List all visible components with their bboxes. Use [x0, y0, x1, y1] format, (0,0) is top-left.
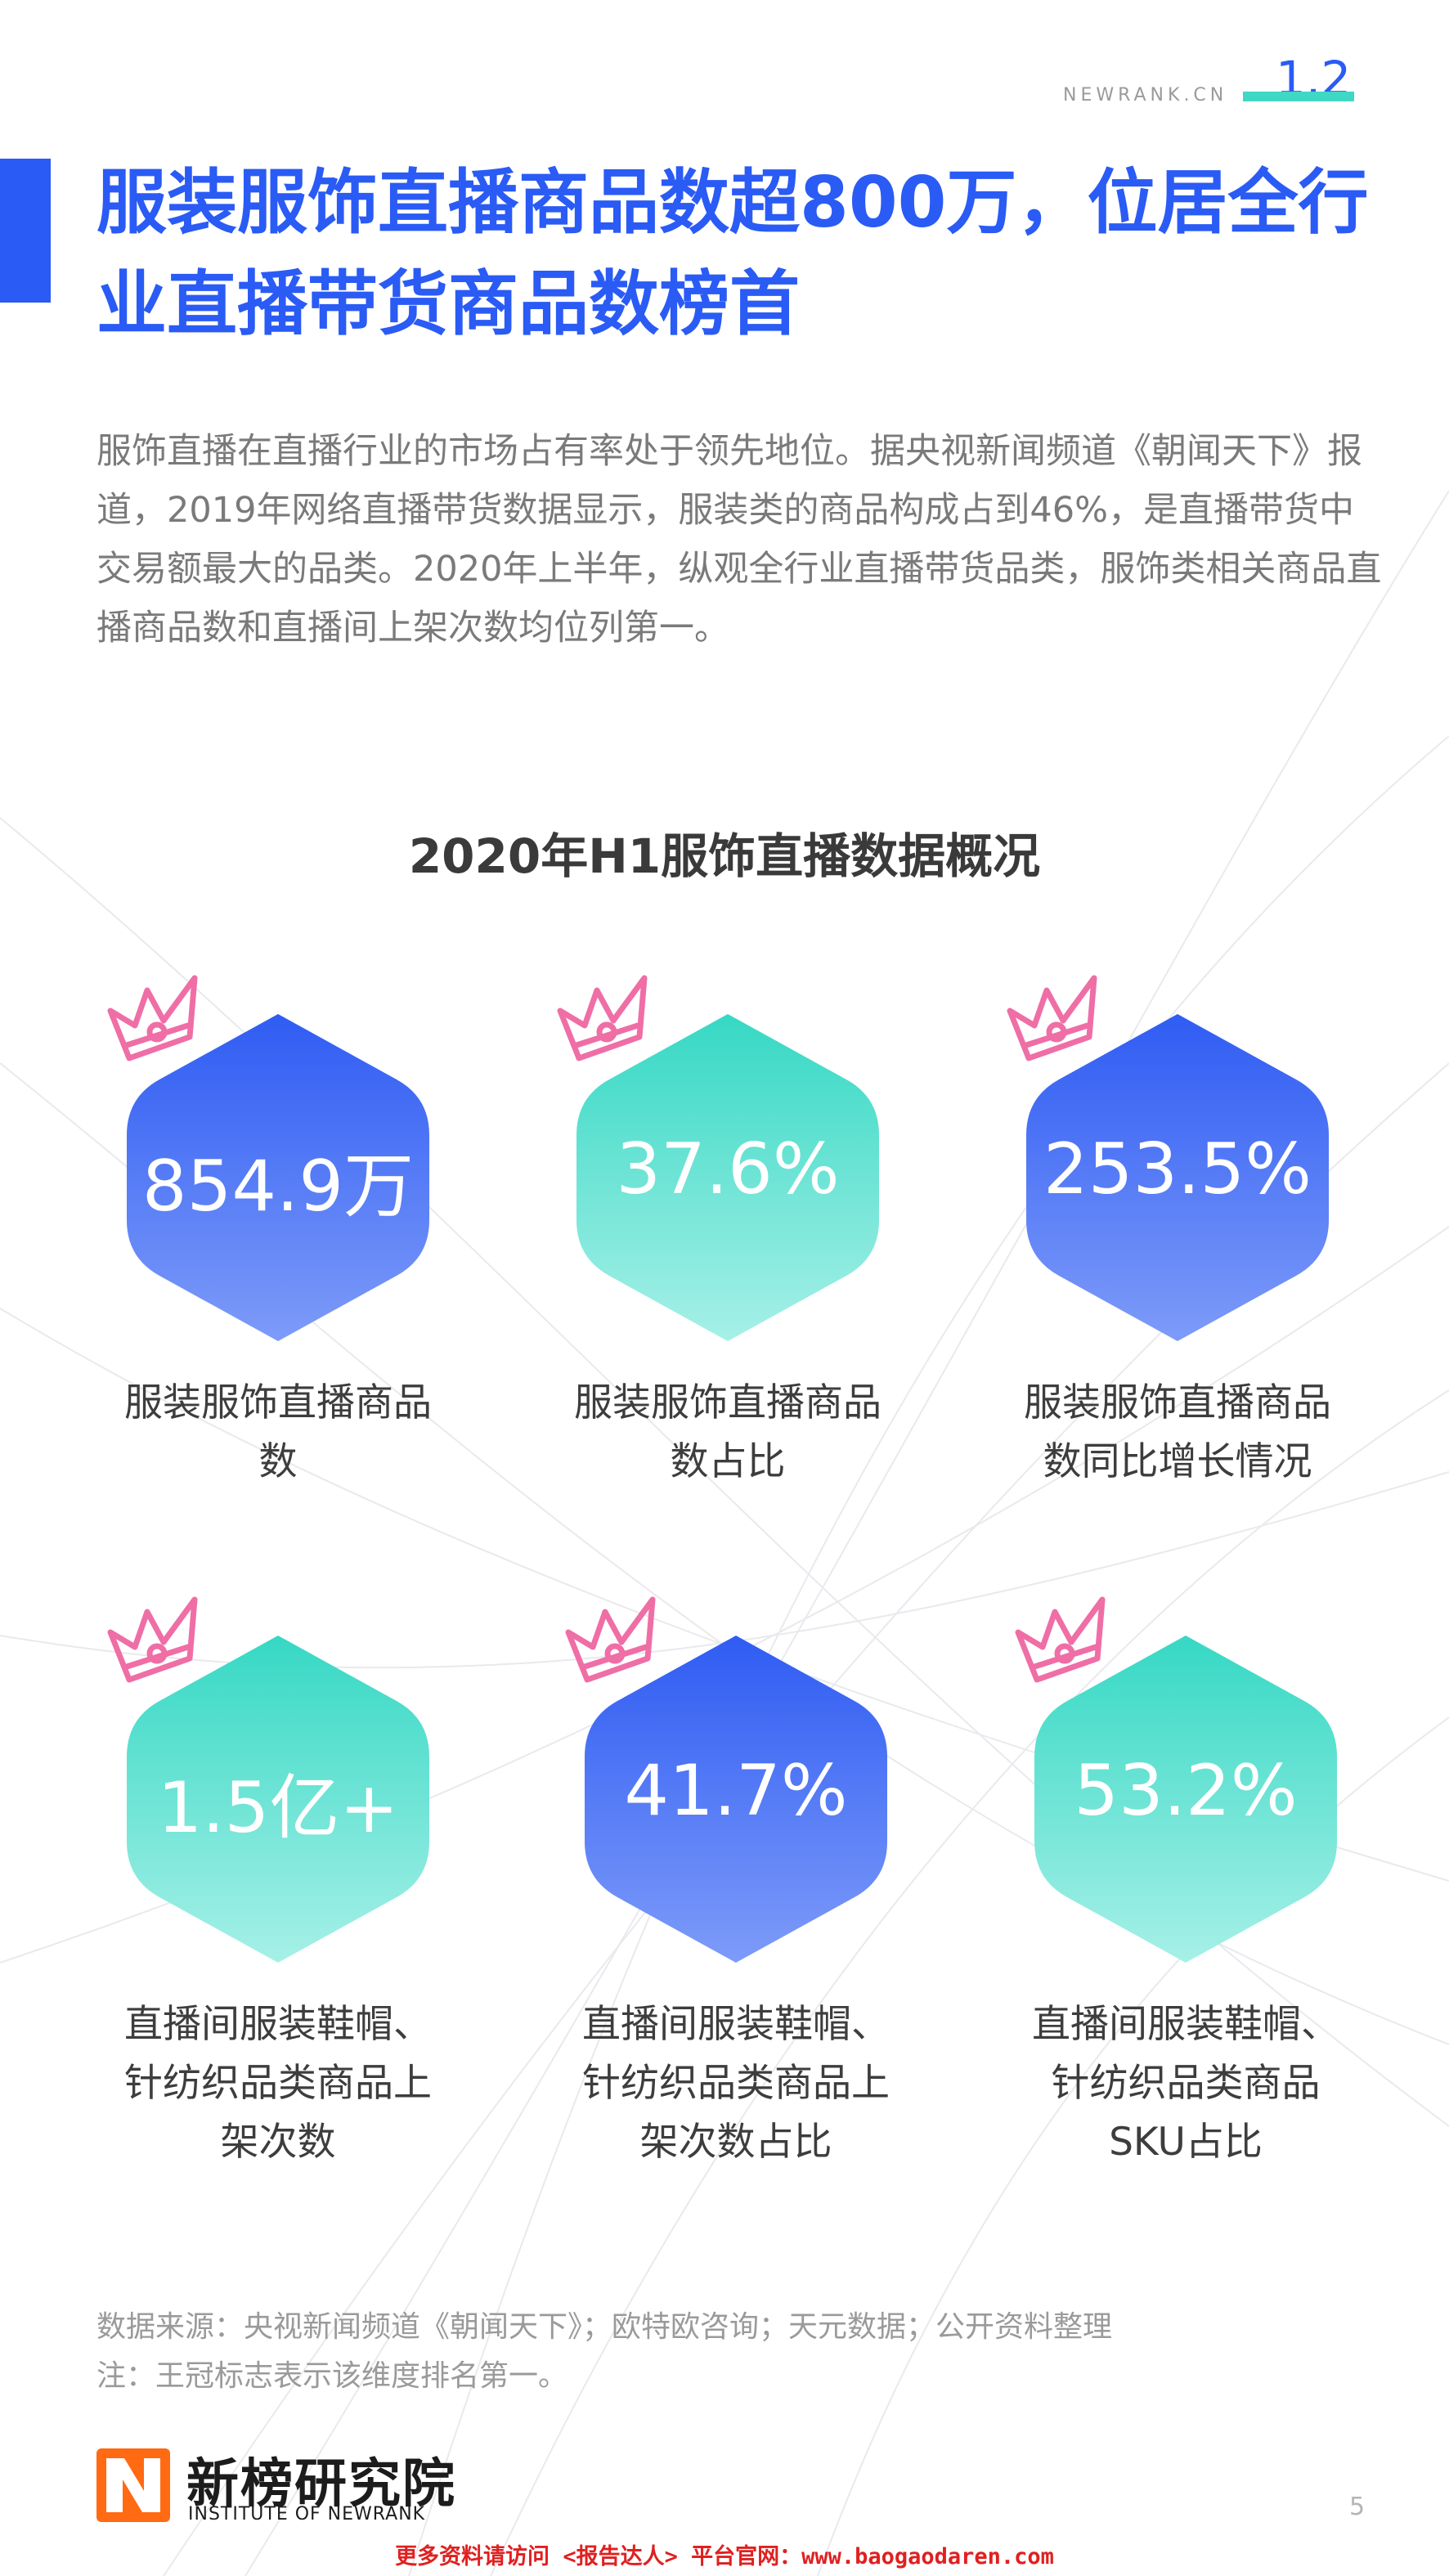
hexagon-shape	[585, 1636, 887, 1963]
intro-paragraph: 服饰直播在直播行业的市场占有率处于领先地位。据央视新闻频道《朝闻天下》报道，20…	[96, 431, 1382, 648]
page-title: 服装服饰直播商品数超800万，位居全行业直播带货商品数榜首	[96, 162, 1369, 345]
crown-icon	[565, 1596, 656, 1683]
stat-label: 直播间服装鞋帽、针纺织品类商品上架次数	[124, 2002, 432, 2165]
logo-text-cn: 新榜研究院	[186, 2454, 456, 2515]
hexagon-shape	[1026, 1014, 1329, 1341]
hexagon-shape	[127, 1014, 429, 1341]
logo-text-en: INSTITUTE OF NEWRANK	[188, 2504, 426, 2524]
stat-value: 253.5%	[1043, 1129, 1312, 1210]
stat-value: 53.2%	[1074, 1750, 1298, 1832]
hexagon-shape	[576, 1014, 879, 1341]
crown-icon	[107, 975, 198, 1061]
hexagon-shape	[127, 1636, 429, 1963]
crown-icon	[1015, 1596, 1106, 1683]
stat-label: 服装服饰直播商品数占比	[574, 1380, 882, 1484]
source-note: 数据来源：央视新闻频道《朝闻天下》；欧特欧咨询；天元数据；公开资料整理	[96, 2310, 1113, 2344]
crown-icon	[1007, 975, 1097, 1061]
stat-value: 41.7%	[624, 1750, 848, 1832]
hexagon-shape	[1034, 1636, 1337, 1963]
newrank-logo-icon	[96, 2448, 170, 2522]
page-number: 5	[1349, 2493, 1366, 2521]
crown-icon	[557, 975, 648, 1061]
stat-value: 37.6%	[616, 1129, 840, 1210]
footer-website-link[interactable]: 更多资料请访问 <报告达人> 平台官网：www.baogaodaren.com	[395, 2544, 1054, 2569]
crown-icon	[107, 1596, 198, 1683]
stat-label: 服装服饰直播商品数同比增长情况	[1024, 1380, 1331, 1484]
page-code-underline	[1243, 92, 1354, 101]
section-title: 2020年H1服饰直播数据概况	[408, 828, 1041, 884]
stat-label: 直播间服装鞋帽、针纺织品类商品上架次数占比	[582, 2002, 890, 2165]
notes: 数据来源：央视新闻频道《朝闻天下》；欧特欧咨询；天元数据；公开资料整理 注：王冠…	[96, 2303, 1323, 2401]
stat-label: 服装服饰直播商品数	[124, 1380, 432, 1484]
brand-top: NEWRANK.CN	[1063, 85, 1228, 105]
title-accent-bar	[0, 159, 51, 303]
stat-value: 1.5亿+	[157, 1767, 399, 1849]
stat-value: 854.9万	[141, 1146, 415, 1227]
crown-note: 注：王冠标志表示该维度排名第一。	[96, 2359, 568, 2393]
stat-label: 直播间服装鞋帽、针纺织品类商品SKU占比	[1032, 2002, 1339, 2165]
